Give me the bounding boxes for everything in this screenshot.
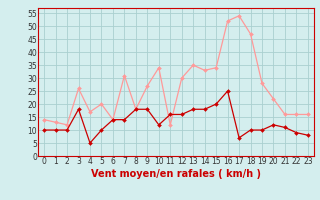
- X-axis label: Vent moyen/en rafales ( km/h ): Vent moyen/en rafales ( km/h ): [91, 169, 261, 179]
